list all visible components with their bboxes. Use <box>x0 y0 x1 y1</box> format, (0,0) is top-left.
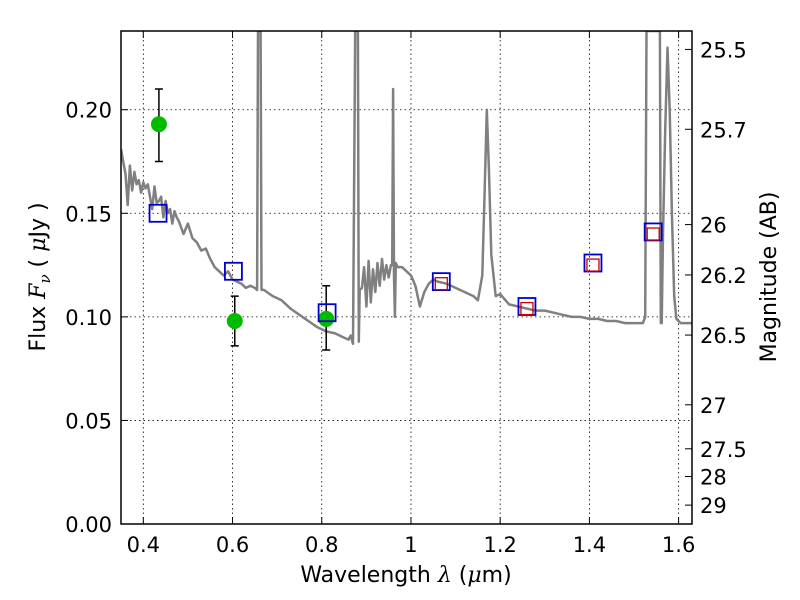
x-tick-label: 1.6 <box>662 533 695 557</box>
model-phot-square <box>224 261 243 281</box>
x-tick-label: 0.8 <box>305 533 338 557</box>
y-tick-label: 0.15 <box>65 202 112 226</box>
x-tick-label: 1.2 <box>483 533 516 557</box>
model-spectrum-line <box>121 31 692 346</box>
model-phot-square <box>317 303 337 323</box>
y-tick-label: 0.05 <box>65 409 112 433</box>
mag-tick-label: 26.5 <box>700 324 747 348</box>
mag-tick-label: 26 <box>700 214 727 238</box>
y-tick-label: 0.00 <box>65 513 112 537</box>
mag-tick-label: 25.7 <box>700 118 747 142</box>
x-axis-label: Wavelength λ (μm) <box>300 563 511 588</box>
observed-point <box>226 313 243 329</box>
alt-phot-square <box>586 258 600 272</box>
axis-ticks: 0.4 0.6 0.8 1 1.2 1.4 1.6 0.00 0.05 0.10 0.15 0.20 2… <box>65 31 747 557</box>
x-tick-label: 1.4 <box>573 533 606 557</box>
mag-tick-label: 28 <box>700 466 727 490</box>
plot-frame <box>120 30 693 525</box>
observed-point <box>150 116 167 133</box>
model-phot-square <box>148 203 168 223</box>
x-tick-label: 1 <box>404 533 417 557</box>
observed-point <box>318 310 335 327</box>
y-tick-label: 0.10 <box>65 306 112 330</box>
mag-tick-label: 25.5 <box>700 38 747 62</box>
alt-phot-square <box>434 277 448 291</box>
alt-phot-square <box>520 301 534 316</box>
alt-phot-square <box>646 227 660 241</box>
mag-tick-label: 27.5 <box>700 438 747 462</box>
photometry-markers <box>148 88 663 351</box>
grid-lines <box>121 31 692 525</box>
y-tick-label: 0.20 <box>65 99 112 123</box>
x-tick-label: 0.4 <box>127 533 160 557</box>
mag-tick-label: 26.2 <box>700 264 747 288</box>
y2-axis-label: Magnitude (AB) <box>757 192 782 363</box>
y-axis-label: Flux Fν ( μJy ) <box>26 202 54 351</box>
x-tick-label: 0.6 <box>216 533 249 557</box>
mag-tick-label: 27 <box>700 394 727 418</box>
model-spectrum <box>121 31 692 346</box>
mag-tick-label: 29 <box>700 494 727 518</box>
